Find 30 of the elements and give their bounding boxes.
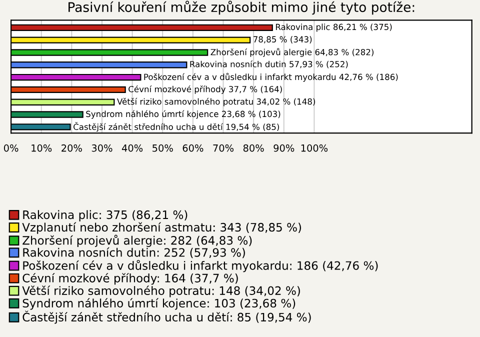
x-tick-label: 20% xyxy=(62,144,82,152)
data-label: Rakovina nosních dutin 57,93 % (252) xyxy=(190,60,348,68)
legend-label: Častější zánět středního ucha u dětí: 85 (19,54 %) xyxy=(22,310,311,324)
x-tick-label: 100% xyxy=(301,144,328,152)
data-label: Častější zánět středního ucha u dětí 19,54 % (85) xyxy=(74,122,279,132)
x-tick-label: 80% xyxy=(243,144,264,152)
data-label: Zhoršení projevů alergie 64,83 % (282) xyxy=(210,48,374,57)
x-tick-label: 50% xyxy=(152,144,173,152)
data-label: Cévní mozkové příhody 37,7 % (164) xyxy=(128,85,282,94)
x-tick-label: 30% xyxy=(92,144,112,152)
x-tick-label: 10% xyxy=(32,144,52,152)
data-label: 78,85 % (343) xyxy=(254,36,312,44)
data-label: Syndrom náhlého úmrtí kojence 23,68 % (103) xyxy=(86,110,280,119)
legend-label: Rakovina plic: 375 (86,21 %) xyxy=(23,210,188,222)
legend-label: Rakovina nosních dutin: 252 (57,93 %) xyxy=(23,247,245,258)
legend-label: Poškození cév a v důsledku i infarkt myokardu: 186 (42,76 %) xyxy=(23,260,378,272)
legend-label: Vzplanutí nebo zhoršení astmatu: 343 (78,85 %) xyxy=(22,222,302,234)
data-label: Poškození cév a v důsledku i infarkt myokardu 42,76 % (186) xyxy=(144,72,398,82)
data-label: Větší riziko samovolného potratu 34,02 % (148) xyxy=(117,98,316,106)
chart-title: Pasivní kouření může způsobit mimo jiné tyto potíže: xyxy=(68,0,414,15)
x-tick-label: 70% xyxy=(213,144,234,152)
data-label: Rakovina plic 86,21 % (375) xyxy=(276,24,392,32)
x-tick-label: 90% xyxy=(274,144,294,152)
legend-label: Zhoršení projevů alergie: 282 (64,83 %) xyxy=(22,234,252,247)
legend-label: Větší riziko samovolného potratu: 148 (34,02 %) xyxy=(22,286,300,298)
x-tick-label: 40% xyxy=(122,144,143,152)
legend-label: Cévní mozkové příhody: 164 (37,7 %) xyxy=(22,273,238,285)
legend-label: Syndrom náhlého úmrtí kojence: 103 (23,68 %) xyxy=(22,298,296,310)
x-tick-label: 60% xyxy=(182,144,204,152)
x-tick-label: 0% xyxy=(4,144,18,152)
